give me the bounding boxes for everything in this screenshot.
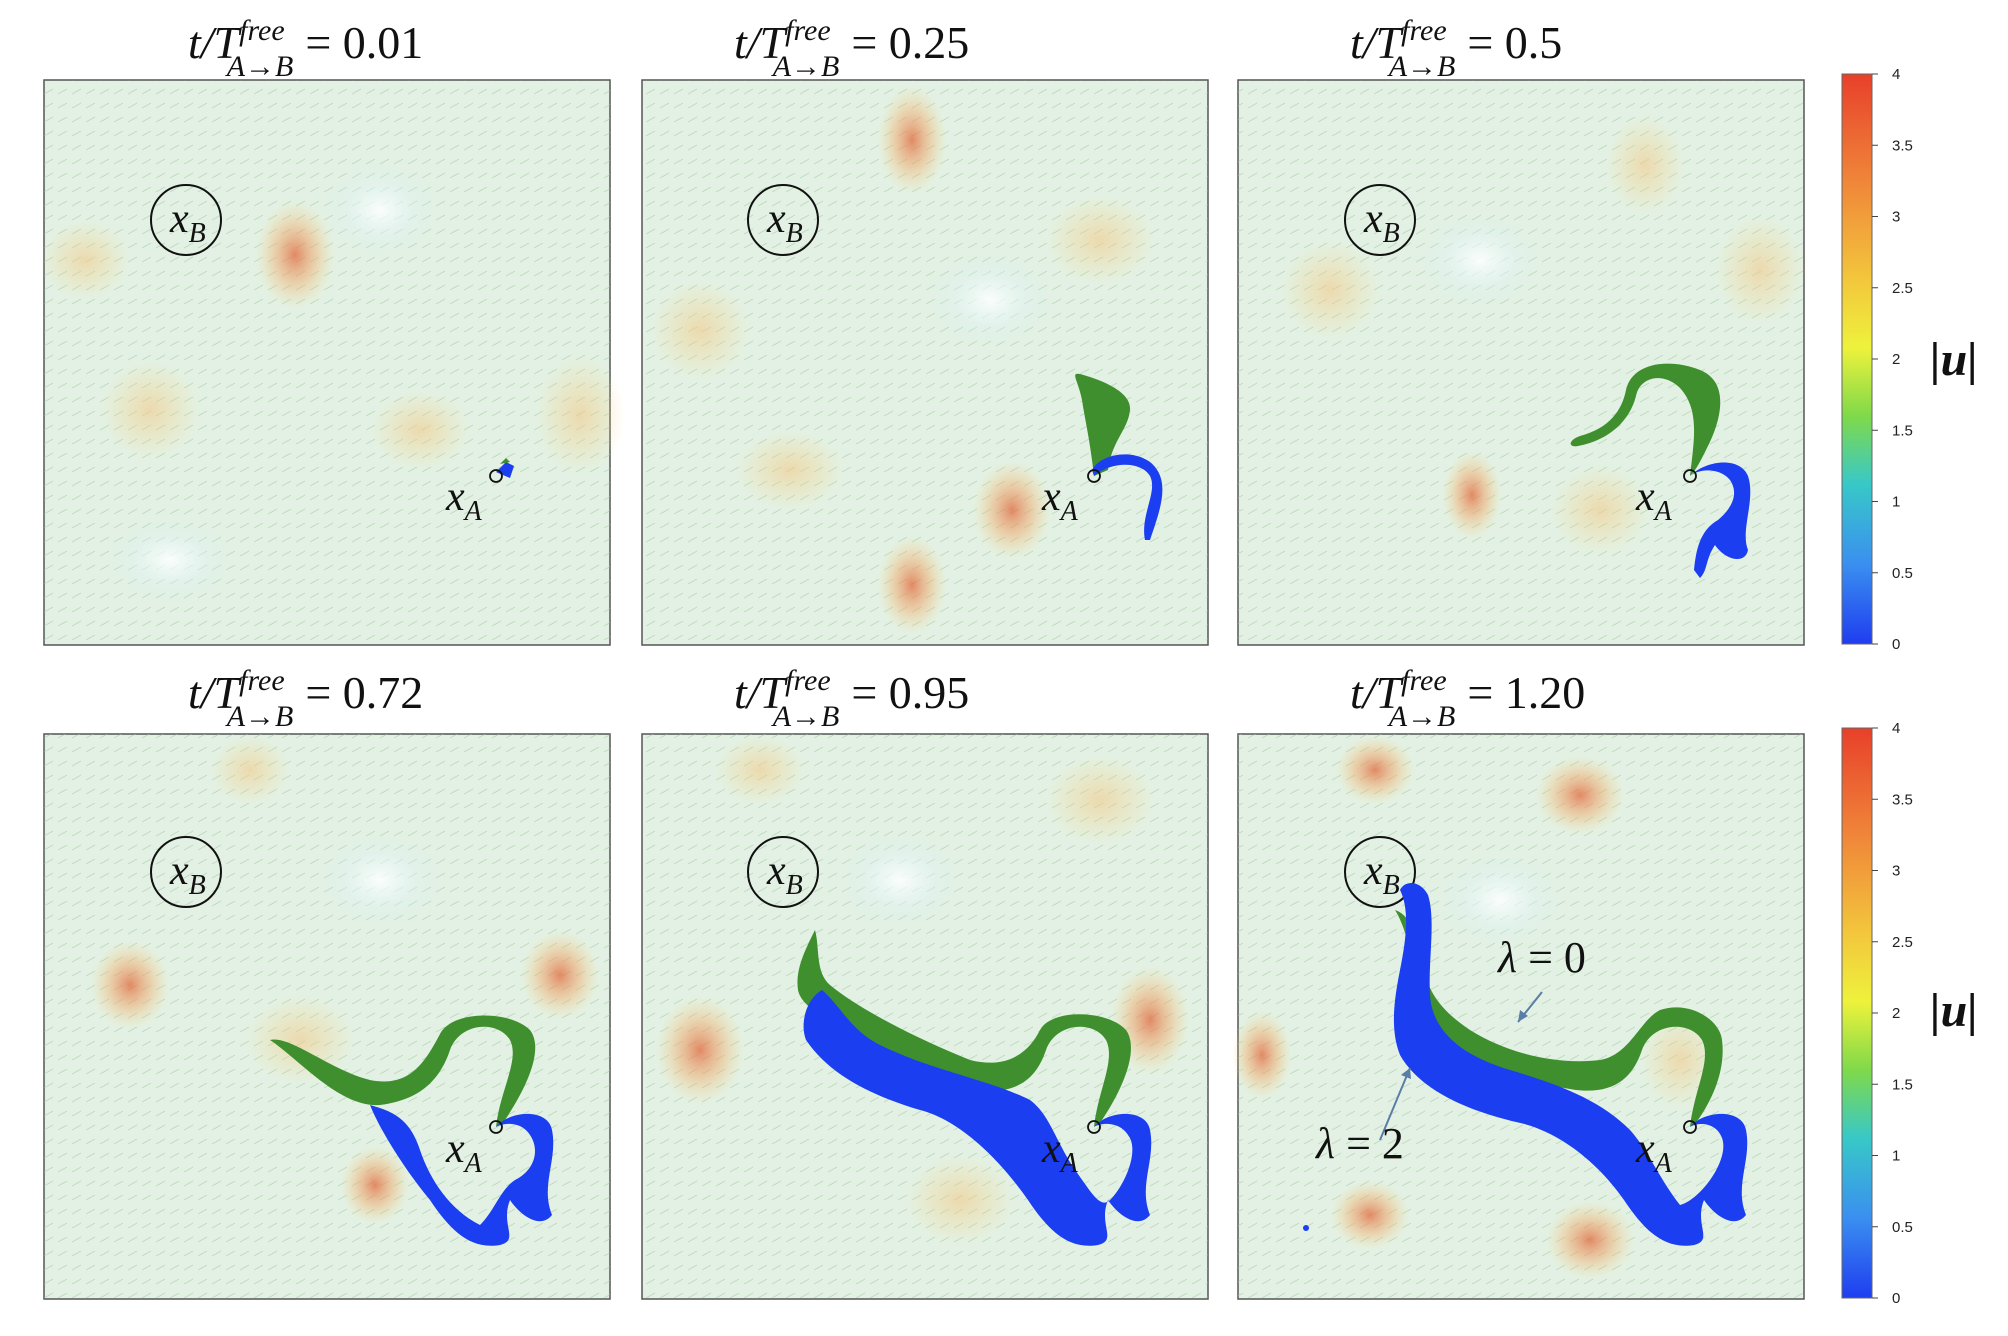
panel-1-blue-path bbox=[496, 462, 514, 478]
panel-6-plot: λ = 0 λ = 2 xB xA bbox=[1232, 733, 1805, 1300]
panel-2-plot: xB xA bbox=[641, 79, 1209, 646]
panel-2-label-a: xA bbox=[1041, 474, 1079, 527]
colorbar-bottom: 4 3.5 3 2.5 2 1.5 1 0.5 0 |u| bbox=[1841, 720, 1978, 1307]
colorbar-bottom-tick-label: 3.5 bbox=[1892, 791, 1913, 808]
colorbar-top: 4 3.5 3 2.5 2 1.5 1 0.5 0 |u| bbox=[1841, 66, 1978, 653]
colorbar-top-tick-label: 0 bbox=[1892, 636, 1900, 653]
panel-4-plot: xB xA bbox=[43, 733, 611, 1300]
panel-4-label-b: xB bbox=[169, 848, 206, 901]
panel-2-green-path bbox=[1075, 373, 1131, 476]
panel-1-label-a: xA bbox=[445, 474, 483, 527]
panel-4-label-a: xA bbox=[445, 1126, 483, 1179]
colorbar-bottom-bar bbox=[1841, 727, 1873, 1299]
panel-1-target-circle bbox=[150, 184, 222, 256]
panel-3-target-circle bbox=[1344, 184, 1416, 256]
panel-3: t/Tfree A→B = 0.5 xB xA bbox=[1237, 14, 1805, 646]
panel-3-blue-path bbox=[1690, 462, 1751, 578]
colorbar-bottom-tick-label: 2 bbox=[1892, 1005, 1900, 1022]
panel-1: t/Tfree A→B = 0.01 xB xA bbox=[40, 14, 625, 646]
panel-2-title: t/Tfree A→B = 0.25 bbox=[734, 14, 969, 83]
panel-6-blue-speck bbox=[1303, 1225, 1309, 1231]
panel-4-target-circle bbox=[150, 836, 222, 908]
panel-4-title: t/Tfree A→B = 0.72 bbox=[188, 664, 423, 733]
colorbar-top-tick-label: 3.5 bbox=[1892, 137, 1913, 154]
panel-5-plot: xB xA bbox=[641, 733, 1209, 1300]
panel-4-source-marker bbox=[489, 1120, 503, 1134]
colorbar-bottom-tick-label: 1.5 bbox=[1892, 1076, 1913, 1093]
panel-5: t/Tfree A→B = 0.95 xB xA bbox=[641, 664, 1209, 1300]
panel-4-green-path bbox=[270, 1015, 536, 1127]
panel-3-source-marker bbox=[1683, 469, 1697, 483]
panel-6-title: t/Tfree A→B = 1.20 bbox=[1350, 664, 1585, 733]
colorbar-bottom-tick-label: 2.5 bbox=[1892, 934, 1913, 951]
panel-5-source-marker bbox=[1087, 1120, 1101, 1134]
panel-3-title: t/Tfree A→B = 0.5 bbox=[1350, 14, 1562, 83]
panel-6-source-marker bbox=[1683, 1120, 1697, 1134]
panel-6-arrowhead-lambda0 bbox=[1518, 1010, 1528, 1022]
colorbar-bottom-tick-label: 4 bbox=[1892, 720, 1900, 737]
colorbar-bottom-label: |u| bbox=[1930, 984, 1978, 1037]
panel-1-title: t/Tfree A→B = 0.01 bbox=[188, 14, 423, 83]
colorbar-top-label: |u| bbox=[1930, 333, 1978, 386]
colorbar-bottom-tick-label: 3 bbox=[1892, 863, 1900, 880]
panel-1-green-path bbox=[500, 458, 510, 464]
panel-3-plot: xB xA bbox=[1237, 79, 1805, 646]
panel-4-blue-path bbox=[370, 1105, 554, 1246]
colorbar-top-tick-label: 1 bbox=[1892, 494, 1900, 511]
panel-2-source-marker bbox=[1087, 469, 1101, 483]
panel-1-plot: xB xA bbox=[40, 79, 625, 646]
panel-6: t/Tfree A→B = 1.20 λ = 0 λ = 2 xB xA bbox=[1232, 664, 1805, 1300]
colorbar-top-tick-label: 0.5 bbox=[1892, 565, 1913, 582]
colorbar-top-tick-label: 1.5 bbox=[1892, 422, 1913, 439]
panel-6-annotation-lambda2: λ = 2 bbox=[1314, 1119, 1404, 1168]
panel-6-arrowhead-lambda2 bbox=[1401, 1068, 1411, 1079]
colorbar-bottom-ticks: 4 3.5 3 2.5 2 1.5 1 0.5 0 bbox=[1872, 720, 1913, 1307]
panel-3-label-a: xA bbox=[1635, 474, 1673, 527]
panel-4: t/Tfree A→B = 0.72 xB xA bbox=[43, 664, 611, 1300]
panel-3-label-b: xB bbox=[1363, 196, 1400, 249]
panel-5-blue-path bbox=[803, 990, 1152, 1246]
panel-6-label-b: xB bbox=[1363, 848, 1400, 901]
colorbar-top-tick-label: 2 bbox=[1892, 351, 1900, 368]
colorbar-top-tick-label: 4 bbox=[1892, 66, 1900, 83]
panel-5-target-circle bbox=[747, 836, 819, 908]
panel-5-label-b: xB bbox=[766, 848, 803, 901]
colorbar-top-bar bbox=[1841, 73, 1873, 645]
colorbar-top-tick-label: 2.5 bbox=[1892, 280, 1913, 297]
colorbar-top-ticks: 4 3.5 3 2.5 2 1.5 1 0.5 0 bbox=[1872, 66, 1913, 653]
panel-2-target-circle bbox=[747, 184, 819, 256]
panel-2-blue-path bbox=[1092, 454, 1163, 540]
panel-6-green-path bbox=[1395, 910, 1723, 1127]
panel-6-blue-path bbox=[1393, 883, 1748, 1246]
panel-5-label-a: xA bbox=[1041, 1126, 1079, 1179]
panel-6-arrow-lambda2 bbox=[1379, 1067, 1411, 1141]
panel-5-title: t/Tfree A→B = 0.95 bbox=[734, 664, 969, 733]
panel-5-green-path bbox=[797, 930, 1131, 1127]
colorbar-bottom-tick-label: 0 bbox=[1892, 1290, 1900, 1307]
colorbar-top-tick-label: 3 bbox=[1892, 209, 1900, 226]
panel-3-green-path bbox=[1570, 363, 1721, 476]
panel-2-label-b: xB bbox=[766, 196, 803, 249]
panel-6-annotation-lambda0: λ = 0 bbox=[1496, 933, 1586, 982]
colorbar-bottom-tick-label: 1 bbox=[1892, 1148, 1900, 1165]
panel-1-source-marker bbox=[489, 469, 503, 483]
panel-2: t/Tfree A→B = 0.25 xB xA bbox=[641, 14, 1209, 646]
panel-6-label-a: xA bbox=[1635, 1126, 1673, 1179]
colorbar-bottom-tick-label: 0.5 bbox=[1892, 1219, 1913, 1236]
panel-1-label-b: xB bbox=[169, 196, 206, 249]
panel-6-target-circle bbox=[1344, 836, 1416, 908]
